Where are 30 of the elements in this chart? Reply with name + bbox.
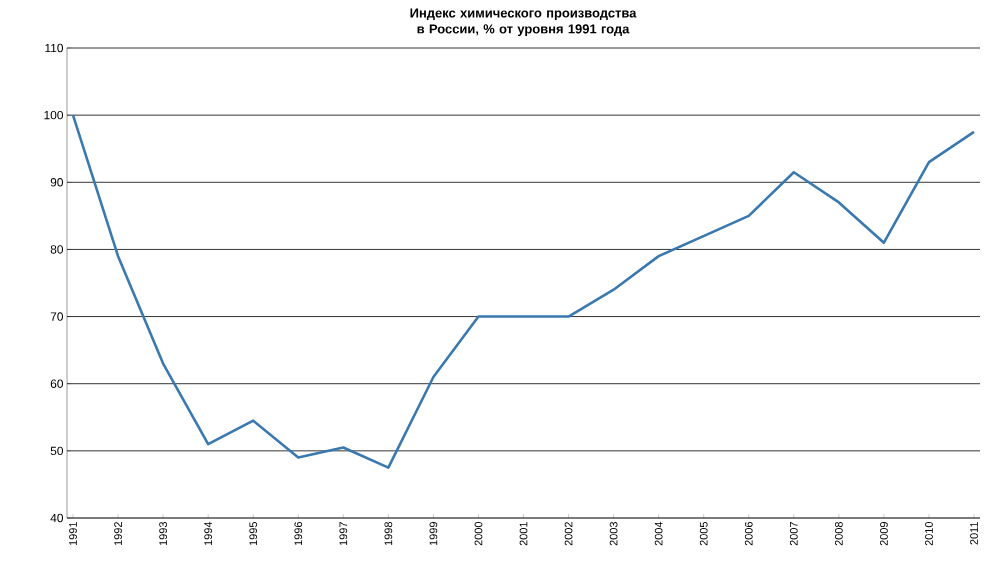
x-tick-label: 2010 [925,521,933,546]
x-tick-label: 2006 [744,522,753,546]
chart-title: Индекс химического производства в России, % от уровня 1991 года [410,8,637,37]
x-tick-label: 2003 [609,522,618,546]
y-tick-label: 110 [45,43,64,53]
x-tick-label: 1997 [339,522,348,546]
y-tick-label: 50 [50,446,64,456]
x-tick-label: 2004 [654,521,663,546]
x-tick-label: 1994 [204,521,213,546]
y-tick-label: 70 [50,312,64,321]
x-tick-label: 2008 [834,522,843,546]
x-tick-label: 1998 [384,522,393,546]
x-tick-label: 2011 [970,522,978,545]
x-tick-label: 2005 [699,521,708,546]
x-tick-label: 2001 [519,522,528,546]
x-tick-label: 1993 [159,522,167,546]
y-tick-label: 80 [50,245,64,254]
x-tick-label: 2000 [474,521,483,546]
x-tick-label: 2007 [789,522,798,546]
y-tick-label: 40 [50,513,64,523]
x-tick-label: 1992 [114,522,122,546]
x-tick-label: 1999 [429,522,438,546]
x-tick-label: 1991 [69,522,77,546]
x-tick-label: 1996 [294,522,303,546]
x-tick-label: 2009 [880,522,888,546]
y-tick-label: 90 [50,178,64,187]
y-tick-label: 100 [44,110,64,120]
x-tick-label: 2002 [564,522,573,546]
y-tick-label: 60 [50,379,64,388]
x-tick-label: 1995 [249,521,258,546]
